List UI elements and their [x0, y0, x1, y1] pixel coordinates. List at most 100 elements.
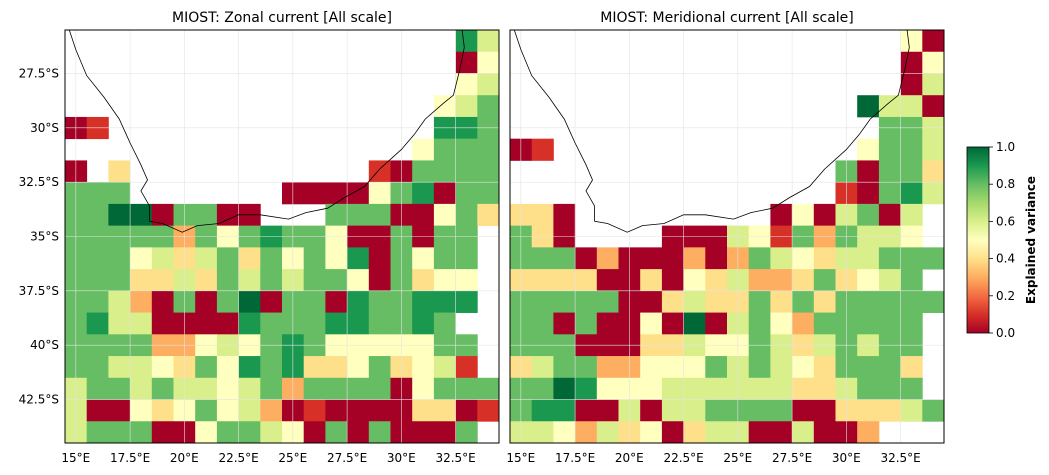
variance-cell	[455, 290, 478, 313]
variance-cell	[433, 399, 456, 422]
variance-cell	[108, 182, 131, 205]
variance-cell	[531, 269, 554, 292]
variance-cell	[922, 182, 944, 205]
variance-cell	[661, 377, 684, 400]
longitude-tick-label: 15°E	[506, 451, 535, 465]
variance-cell	[857, 421, 880, 443]
variance-cell	[412, 247, 435, 270]
variance-cell	[878, 269, 901, 292]
variance-cell	[368, 203, 391, 227]
zonal-latitude-labels: 27.5°S 30°S 32.5°S 35°S 37.5°S 40°S 42.5°S	[19, 66, 59, 406]
variance-cell	[900, 160, 923, 183]
variance-cell	[108, 269, 131, 292]
variance-cell	[455, 51, 478, 74]
variance-cell	[151, 356, 174, 379]
variance-cell	[433, 377, 456, 400]
variance-cell	[86, 356, 109, 379]
variance-cell	[303, 377, 326, 400]
variance-cell	[477, 30, 499, 53]
variance-cell	[86, 312, 109, 335]
variance-cell	[770, 356, 793, 379]
variance-cell	[347, 377, 370, 400]
zonal-longitude-labels: 15°E 17.5°E 20°E 22.5°E 25°E 27.5°E 30°E 32.5°E	[61, 451, 475, 465]
variance-cell	[922, 399, 944, 422]
variance-cell	[477, 377, 499, 400]
variance-cell	[748, 312, 771, 335]
variance-cell	[477, 399, 499, 422]
variance-cell	[857, 377, 880, 400]
variance-cell	[325, 269, 348, 292]
variance-cell	[477, 160, 499, 183]
longitude-tick-label: 20°E	[170, 451, 199, 465]
variance-cell	[455, 421, 478, 443]
variance-cell	[368, 182, 391, 205]
variance-cell	[368, 269, 391, 292]
variance-cell	[813, 247, 836, 270]
variance-cell	[640, 399, 663, 422]
variance-cell	[553, 247, 576, 270]
variance-cell	[412, 399, 435, 422]
variance-cell	[195, 312, 218, 335]
variance-cell	[878, 203, 901, 227]
variance-cell	[325, 182, 348, 205]
latitude-tick-label: 40°S	[30, 338, 59, 352]
variance-cell	[455, 30, 478, 53]
variance-cell	[748, 377, 771, 400]
latitude-tick-label: 42.5°S	[19, 393, 59, 407]
variance-cell	[368, 356, 391, 379]
meridional-graticule	[510, 30, 944, 443]
longitude-tick-label: 25°E	[723, 451, 752, 465]
variance-cell	[303, 356, 326, 379]
variance-cell	[195, 421, 218, 443]
variance-cell	[151, 399, 174, 422]
longitude-tick-label: 17.5°E	[555, 451, 595, 465]
variance-cell	[130, 290, 153, 313]
zonal-map-frame	[64, 29, 500, 444]
variance-cell	[857, 160, 880, 183]
variance-cell	[900, 356, 923, 379]
variance-cell	[412, 203, 435, 227]
variance-cell	[857, 356, 880, 379]
longitude-tick-label: 30°E	[387, 451, 416, 465]
variance-cell	[683, 377, 706, 400]
variance-cell	[477, 95, 499, 118]
variance-cell	[303, 182, 326, 205]
variance-cell	[477, 182, 499, 205]
variance-cell	[770, 203, 793, 227]
longitude-tick-label: 22.5°E	[218, 451, 258, 465]
variance-cell	[683, 421, 706, 443]
colorbar-tick-label: 0.6	[996, 214, 1015, 228]
variance-cell	[770, 269, 793, 292]
variance-cell	[130, 203, 153, 227]
zonal-variance-grid	[65, 30, 499, 443]
meridional-map-frame	[509, 29, 945, 444]
variance-cell	[347, 356, 370, 379]
meridional-longitude-labels: 15°E 17.5°E 20°E 22.5°E 25°E 27.5°E 30°E 32.5°E	[506, 451, 920, 465]
variance-cell	[455, 138, 478, 161]
variance-cell	[640, 290, 663, 313]
variance-cell	[151, 203, 174, 227]
variance-cell	[260, 269, 283, 292]
latitude-tick-label: 30°S	[30, 121, 59, 135]
colorbar-tick-label: 0.0	[996, 326, 1015, 340]
variance-cell	[900, 269, 923, 292]
variance-cell	[238, 377, 261, 400]
variance-cell	[900, 399, 923, 422]
variance-cell	[86, 203, 109, 227]
variance-cell	[368, 160, 391, 183]
variance-cell	[878, 290, 901, 313]
variance-cell	[433, 138, 456, 161]
longitude-tick-label: 32.5°E	[435, 451, 475, 465]
variance-cell	[412, 312, 435, 335]
variance-cell	[575, 312, 598, 335]
variance-cell	[596, 377, 619, 400]
variance-cell	[553, 356, 576, 379]
variance-cell	[922, 290, 944, 313]
variance-cell	[792, 269, 815, 292]
variance-cell	[108, 421, 131, 443]
variance-cell	[683, 247, 706, 270]
zonal-map-panel: MIOST: Zonal current [All scale] 27.5°S 3…	[19, 10, 500, 465]
variance-cell	[878, 138, 901, 161]
variance-cell	[433, 312, 456, 335]
variance-cell	[922, 160, 944, 183]
